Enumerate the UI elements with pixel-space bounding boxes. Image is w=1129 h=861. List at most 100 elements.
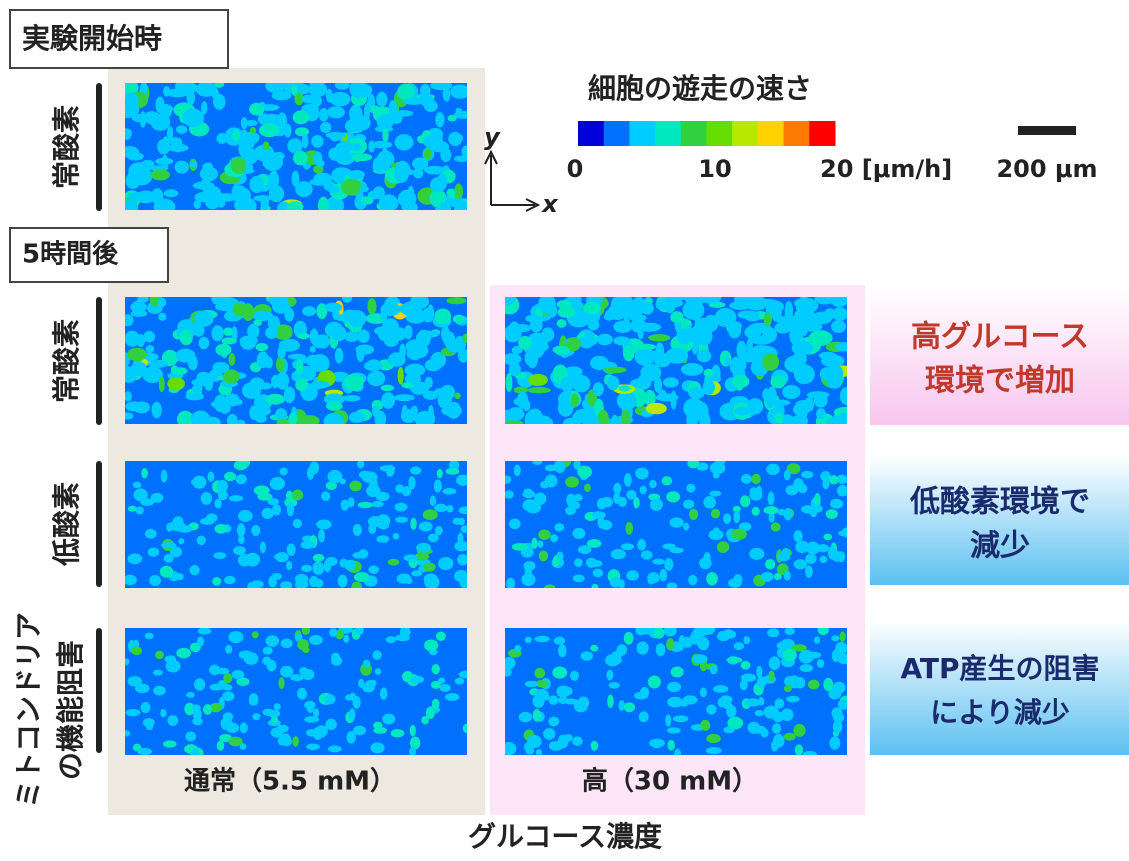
heatmap-spot: [327, 106, 345, 118]
heatmap-spot: [186, 393, 204, 401]
heatmap-spot: [641, 550, 653, 559]
heatmap-spot: [241, 117, 248, 129]
heatmap-spot: [311, 135, 323, 148]
heatmap-spot: [232, 670, 245, 679]
heatmap-spot: [349, 170, 365, 179]
heatmap-spot: [606, 670, 613, 681]
heatmap-spot: [703, 552, 710, 563]
heatmap-spot: [136, 506, 144, 514]
heatmap-spot: [225, 645, 232, 654]
heatmap-spot: [425, 377, 433, 389]
heatmap-spot: [301, 669, 314, 680]
heatmap-spot: [238, 510, 253, 522]
heatmap-spot: [668, 699, 675, 707]
heatmap-spot: [590, 645, 598, 652]
heatmap-spot: [408, 476, 415, 489]
heatmap-spot: [335, 348, 344, 364]
heatmap-spot: [756, 486, 762, 499]
heatmap-spot: [314, 151, 323, 165]
heatmap-spot: [233, 302, 246, 316]
heatmap-spot: [814, 393, 828, 408]
heatmap-spot: [215, 524, 228, 534]
heatmap-spot: [313, 554, 324, 562]
row-label: 常酸素: [50, 105, 83, 189]
heatmap-spot: [805, 565, 813, 578]
heatmap-spot: [438, 391, 452, 408]
heatmap-spot: [398, 190, 416, 208]
heatmap-spot: [201, 492, 212, 505]
note-box: [870, 455, 1129, 585]
heatmap-spot: [276, 725, 288, 733]
heatmap-spot: [145, 633, 154, 640]
colorbar-tick: 0: [567, 155, 584, 183]
heatmap-spot: [232, 130, 240, 141]
heatmap-spot: [554, 523, 564, 531]
heatmap-spot: [542, 327, 555, 341]
heatmap-spot: [548, 717, 559, 727]
heatmap-spot: [366, 485, 381, 497]
heatmap-spot: [211, 325, 223, 341]
heatmap-spot: [653, 627, 664, 638]
heatmap-spot: [796, 299, 818, 313]
heatmap-spot: [793, 478, 804, 491]
heatmap-spot: [625, 522, 633, 535]
heatmap-spot: [301, 565, 312, 572]
heatmap-spot: [367, 298, 376, 315]
heatmap-spot: [430, 495, 436, 506]
heatmap-spot: [357, 330, 369, 344]
heatmap-spot: [446, 505, 453, 513]
heatmap-spot: [229, 353, 236, 366]
heatmap-spot: [131, 362, 147, 377]
heatmap-spot: [271, 573, 281, 580]
heatmap-spot: [746, 315, 760, 321]
heatmap-spot: [661, 299, 683, 308]
heatmap-spot: [662, 476, 672, 485]
heatmap-spot: [512, 324, 531, 332]
heatmap-spot: [309, 461, 319, 474]
heatmap-spot: [799, 664, 813, 672]
heatmap-spot: [558, 735, 569, 749]
heatmap-spot: [364, 361, 382, 371]
heatmap-spot: [820, 367, 835, 381]
heatmap-spot: [164, 189, 179, 197]
heatmap-spot: [711, 509, 720, 519]
heatmap-spot: [409, 314, 420, 321]
colorbar-swatch: [681, 121, 707, 146]
heatmap-spot: [217, 740, 225, 750]
heatmap-spot: [786, 696, 800, 702]
heatmap-spot: [772, 723, 781, 734]
heatmap-spot: [233, 546, 246, 555]
heatmap-spot: [123, 575, 137, 586]
heatmap-spot: [341, 179, 362, 196]
heatmap-spot: [574, 700, 588, 713]
heatmap-spot: [713, 471, 720, 478]
heatmap-spot: [806, 541, 819, 554]
heatmap-spot: [794, 559, 808, 569]
heatmap-spot: [828, 546, 836, 559]
heatmap-spot: [192, 385, 203, 393]
heatmap-spot: [837, 485, 848, 497]
heatmap-spot: [793, 724, 805, 737]
heatmap-spot: [397, 84, 414, 101]
heatmap-spot: [454, 570, 468, 582]
heatmap-spot: [424, 148, 433, 159]
heatmap-spot: [537, 540, 543, 548]
heatmap-spot: [367, 371, 385, 386]
heatmap-spot: [280, 734, 291, 745]
heatmap-spot: [386, 465, 395, 477]
heatmap-spot: [160, 709, 166, 717]
heatmap-spot: [188, 355, 198, 370]
heatmap-spot: [778, 509, 786, 516]
heatmap-spot: [180, 329, 193, 345]
heatmap-spot: [137, 748, 152, 755]
heatmap-spot: [401, 409, 417, 423]
heatmap-spot: [778, 552, 791, 562]
heatmap-spot: [157, 139, 170, 154]
heatmap-spot: [774, 322, 791, 333]
heatmap-spot: [302, 647, 309, 653]
heatmap-spot: [410, 676, 424, 684]
heatmap-spot: [613, 320, 632, 333]
heatmap-spot: [409, 747, 416, 756]
note: 高グルコース: [911, 320, 1089, 355]
heatmap-spot: [176, 125, 187, 134]
